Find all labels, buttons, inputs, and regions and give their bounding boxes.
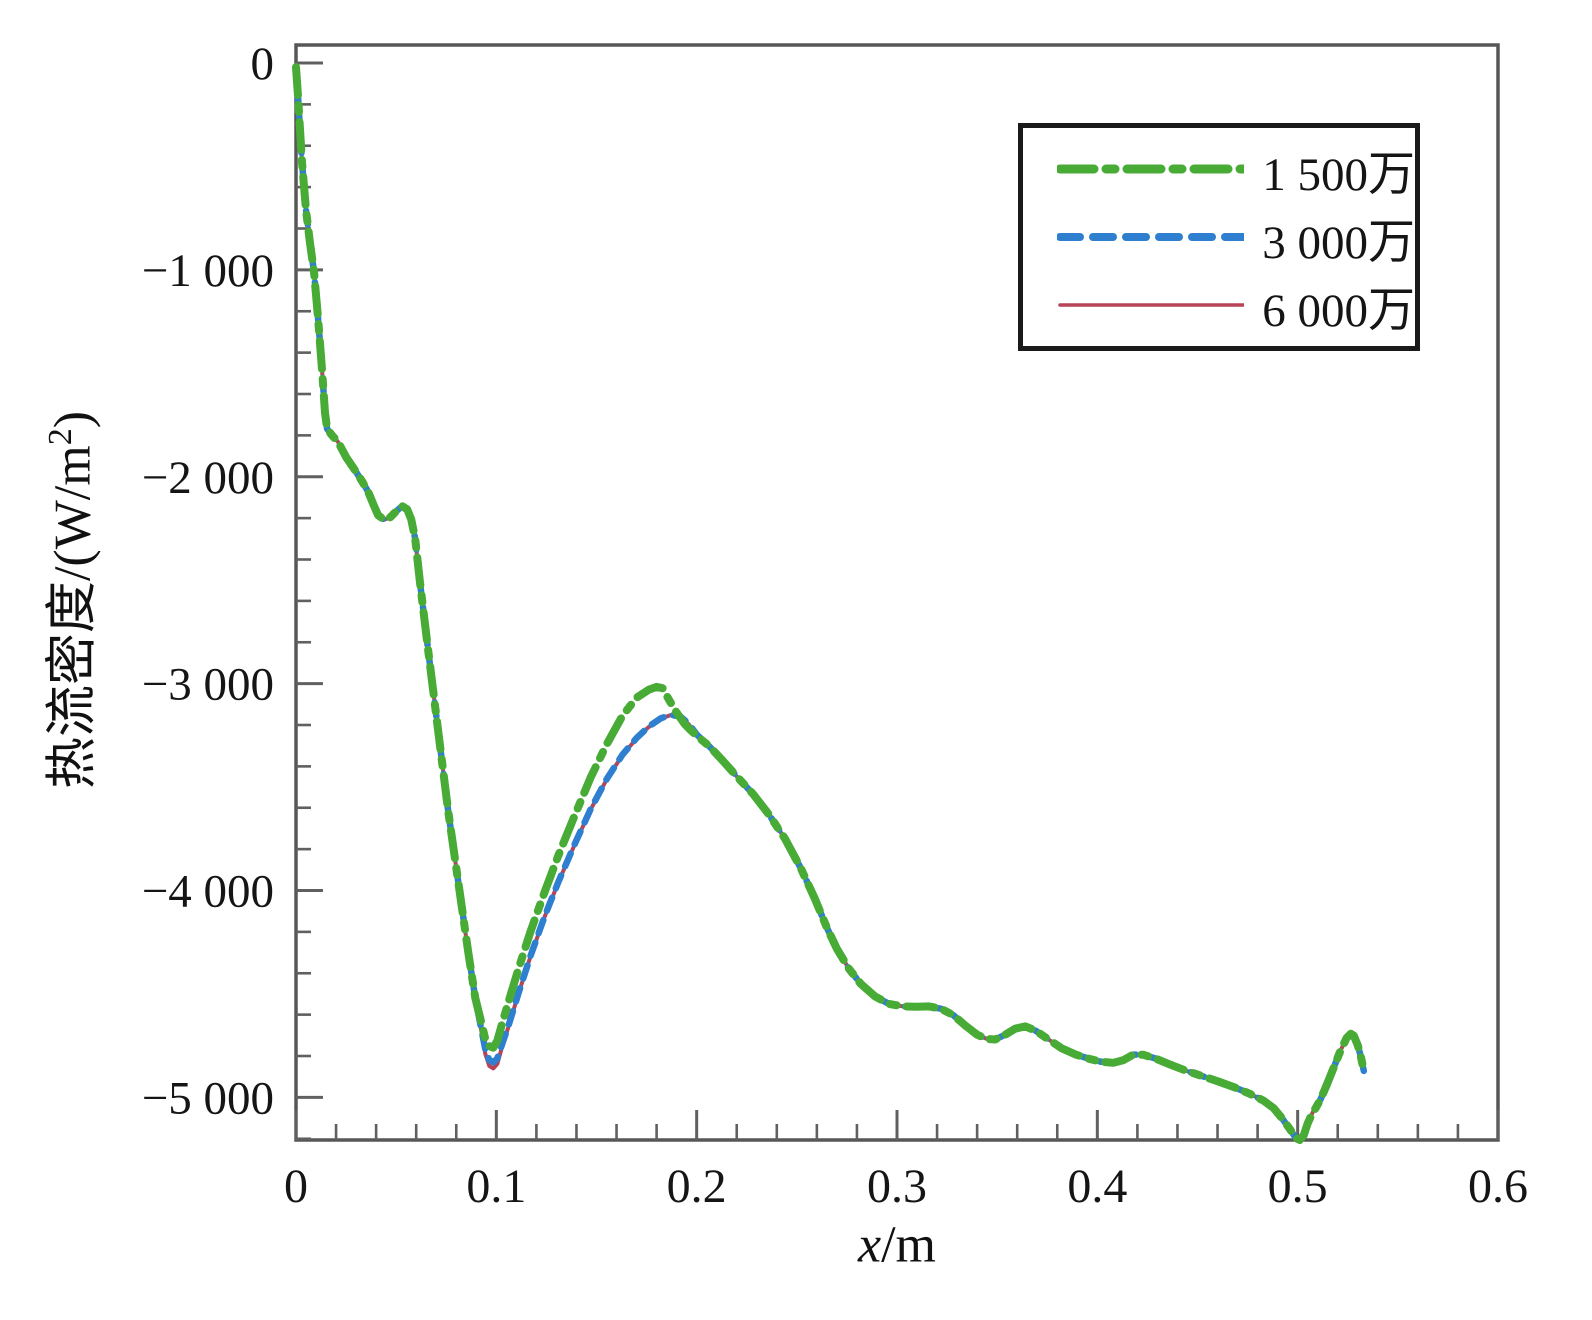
y-axis-tick-labels: 0 −1 000 −2 000 −3 000 −4 000 −5 000	[142, 38, 274, 1124]
y-tick-label: −4 000	[142, 866, 274, 918]
legend-item-2: 6 000万	[1057, 276, 1415, 337]
legend-item-0: 1 500万	[1057, 140, 1415, 201]
y-axis-title: 热流密度/(W/m2)	[30, 411, 105, 789]
x-tick-label: 0.6	[1468, 1160, 1528, 1213]
y-tick-label: −3 000	[142, 659, 274, 711]
legend-item-1: 3 000万	[1057, 208, 1415, 269]
x-tick-label: 0	[284, 1160, 308, 1213]
x-axis-title-var: x	[858, 1216, 882, 1274]
y-axis-title-close: )	[44, 410, 102, 429]
legend-line-sample	[1057, 233, 1245, 241]
y-tick-label: 0	[251, 38, 275, 90]
y-tick-label: −1 000	[142, 245, 274, 297]
legend-line-sample	[1058, 303, 1245, 307]
x-axis-ticks	[294, 1110, 1500, 1140]
x-tick-label: 0.4	[1067, 1160, 1127, 1213]
y-axis-title-sup: 2	[42, 428, 80, 446]
x-axis-title-unit: /m	[881, 1216, 936, 1274]
series-lines	[292, 63, 1368, 1144]
y-tick-label: −5 000	[142, 1072, 274, 1124]
legend-label-1: 3 000万	[1262, 216, 1415, 269]
x-tick-label: 0.5	[1268, 1160, 1328, 1213]
x-axis-tick-labels: 0 0.1 0.2 0.3 0.4 0.5 0.6	[284, 1160, 1528, 1213]
y-axis-title-text: 热流密度/(W/m	[44, 445, 102, 790]
y-axis-ticks	[296, 61, 323, 1141]
legend-line-sample	[1057, 164, 1245, 174]
legend: 1 500万 3 000万 6 000万	[1018, 123, 1420, 351]
series-line-1500万	[292, 63, 1368, 1144]
y-tick-label: −2 000	[142, 452, 274, 504]
x-tick-label: 0.1	[466, 1160, 526, 1213]
legend-label-2: 6 000万	[1262, 284, 1415, 337]
legend-label-0: 1 500万	[1262, 148, 1415, 201]
x-axis-title: x/m	[858, 1216, 936, 1275]
x-tick-label: 0.2	[667, 1160, 727, 1213]
x-tick-label: 0.3	[867, 1160, 927, 1213]
